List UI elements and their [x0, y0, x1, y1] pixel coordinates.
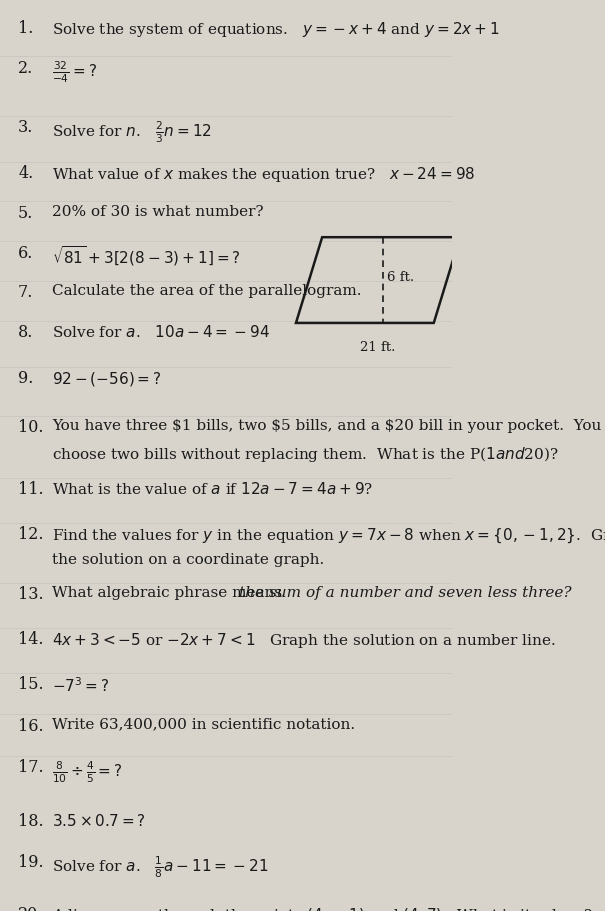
Text: $3.5\times 0.7=?$: $3.5\times 0.7=?$	[52, 812, 146, 828]
Text: the sum of a number and seven less three?: the sum of a number and seven less three…	[240, 586, 572, 599]
Text: $\frac{8}{10}\div\frac{4}{5}=?$: $\frac{8}{10}\div\frac{4}{5}=?$	[52, 758, 123, 783]
Text: What algebraic phrase means: What algebraic phrase means	[52, 586, 287, 599]
Text: 20.: 20.	[18, 905, 44, 911]
Text: $\sqrt{81}+3\left[2(8-3)+1\right]=?$: $\sqrt{81}+3\left[2(8-3)+1\right]=?$	[52, 244, 241, 268]
Text: You have three $1 bills, two $5 bills, and a $20 bill in your pocket.  You: You have three $1 bills, two $5 bills, a…	[52, 419, 601, 433]
Text: 18.: 18.	[18, 812, 44, 829]
Text: 9.: 9.	[18, 370, 33, 386]
Text: $-7^3=?$: $-7^3=?$	[52, 676, 110, 694]
Text: $4x+3<-5$ or $-2x+7<1$   Graph the solution on a number line.: $4x+3<-5$ or $-2x+7<1$ Graph the solutio…	[52, 630, 555, 650]
Text: Solve for $n$.   $\frac{2}{3}n=12$: Solve for $n$. $\frac{2}{3}n=12$	[52, 119, 212, 145]
Text: Calculate the area of the parallelogram.: Calculate the area of the parallelogram.	[52, 284, 361, 298]
Text: A line passes through the points $(4,-1)$ and $(4,7)$.  What is its slope?: A line passes through the points $(4,-1)…	[52, 905, 594, 911]
Text: Solve the system of equations.   $y=-x+4$ and $y=2x+1$: Solve the system of equations. $y=-x+4$ …	[52, 20, 500, 39]
Text: 8.: 8.	[18, 323, 33, 341]
Text: 3.: 3.	[18, 119, 33, 136]
Text: Solve for $a$.   $\frac{1}{8}a-11=-21$: Solve for $a$. $\frac{1}{8}a-11=-21$	[52, 854, 268, 879]
Text: 14.: 14.	[18, 630, 44, 648]
Text: What is the value of $a$ if $12a-7=4a+9$?: What is the value of $a$ if $12a-7=4a+9$…	[52, 481, 373, 496]
Text: $\frac{32}{-4}=?$: $\frac{32}{-4}=?$	[52, 59, 97, 85]
Text: the solution on a coordinate graph.: the solution on a coordinate graph.	[52, 552, 324, 566]
Text: 13.: 13.	[18, 586, 44, 602]
Text: Write 63,400,000 in scientific notation.: Write 63,400,000 in scientific notation.	[52, 717, 355, 731]
Text: 15.: 15.	[18, 676, 44, 692]
Text: 4.: 4.	[18, 165, 33, 182]
Text: $92-(-56)=?$: $92-(-56)=?$	[52, 370, 162, 387]
Text: 10.: 10.	[18, 419, 44, 435]
Text: 17.: 17.	[18, 758, 44, 775]
Text: 20% of 30 is what number?: 20% of 30 is what number?	[52, 205, 264, 219]
Text: 6.: 6.	[18, 244, 33, 261]
Text: Find the values for $y$ in the equation $y=7x-8$ when $x=\{0,-1,2\}$.  Gra: Find the values for $y$ in the equation …	[52, 526, 605, 544]
Text: 7.: 7.	[18, 284, 33, 301]
Text: 12.: 12.	[18, 526, 44, 543]
Text: 19.: 19.	[18, 854, 44, 870]
Text: choose two bills without replacing them.  What is the P($1 and $20)?: choose two bills without replacing them.…	[52, 445, 558, 464]
Text: 5.: 5.	[18, 205, 33, 221]
Text: 21 ft.: 21 ft.	[361, 341, 396, 354]
Text: Solve for $a$.   $10a-4=-94$: Solve for $a$. $10a-4=-94$	[52, 323, 270, 340]
Text: 1.: 1.	[18, 20, 33, 36]
Text: 16.: 16.	[18, 717, 44, 734]
Text: 11.: 11.	[18, 481, 44, 497]
Text: What value of $x$ makes the equation true?   $x-24=98$: What value of $x$ makes the equation tru…	[52, 165, 476, 184]
Text: 6 ft.: 6 ft.	[387, 271, 414, 283]
Text: 2.: 2.	[18, 59, 33, 77]
